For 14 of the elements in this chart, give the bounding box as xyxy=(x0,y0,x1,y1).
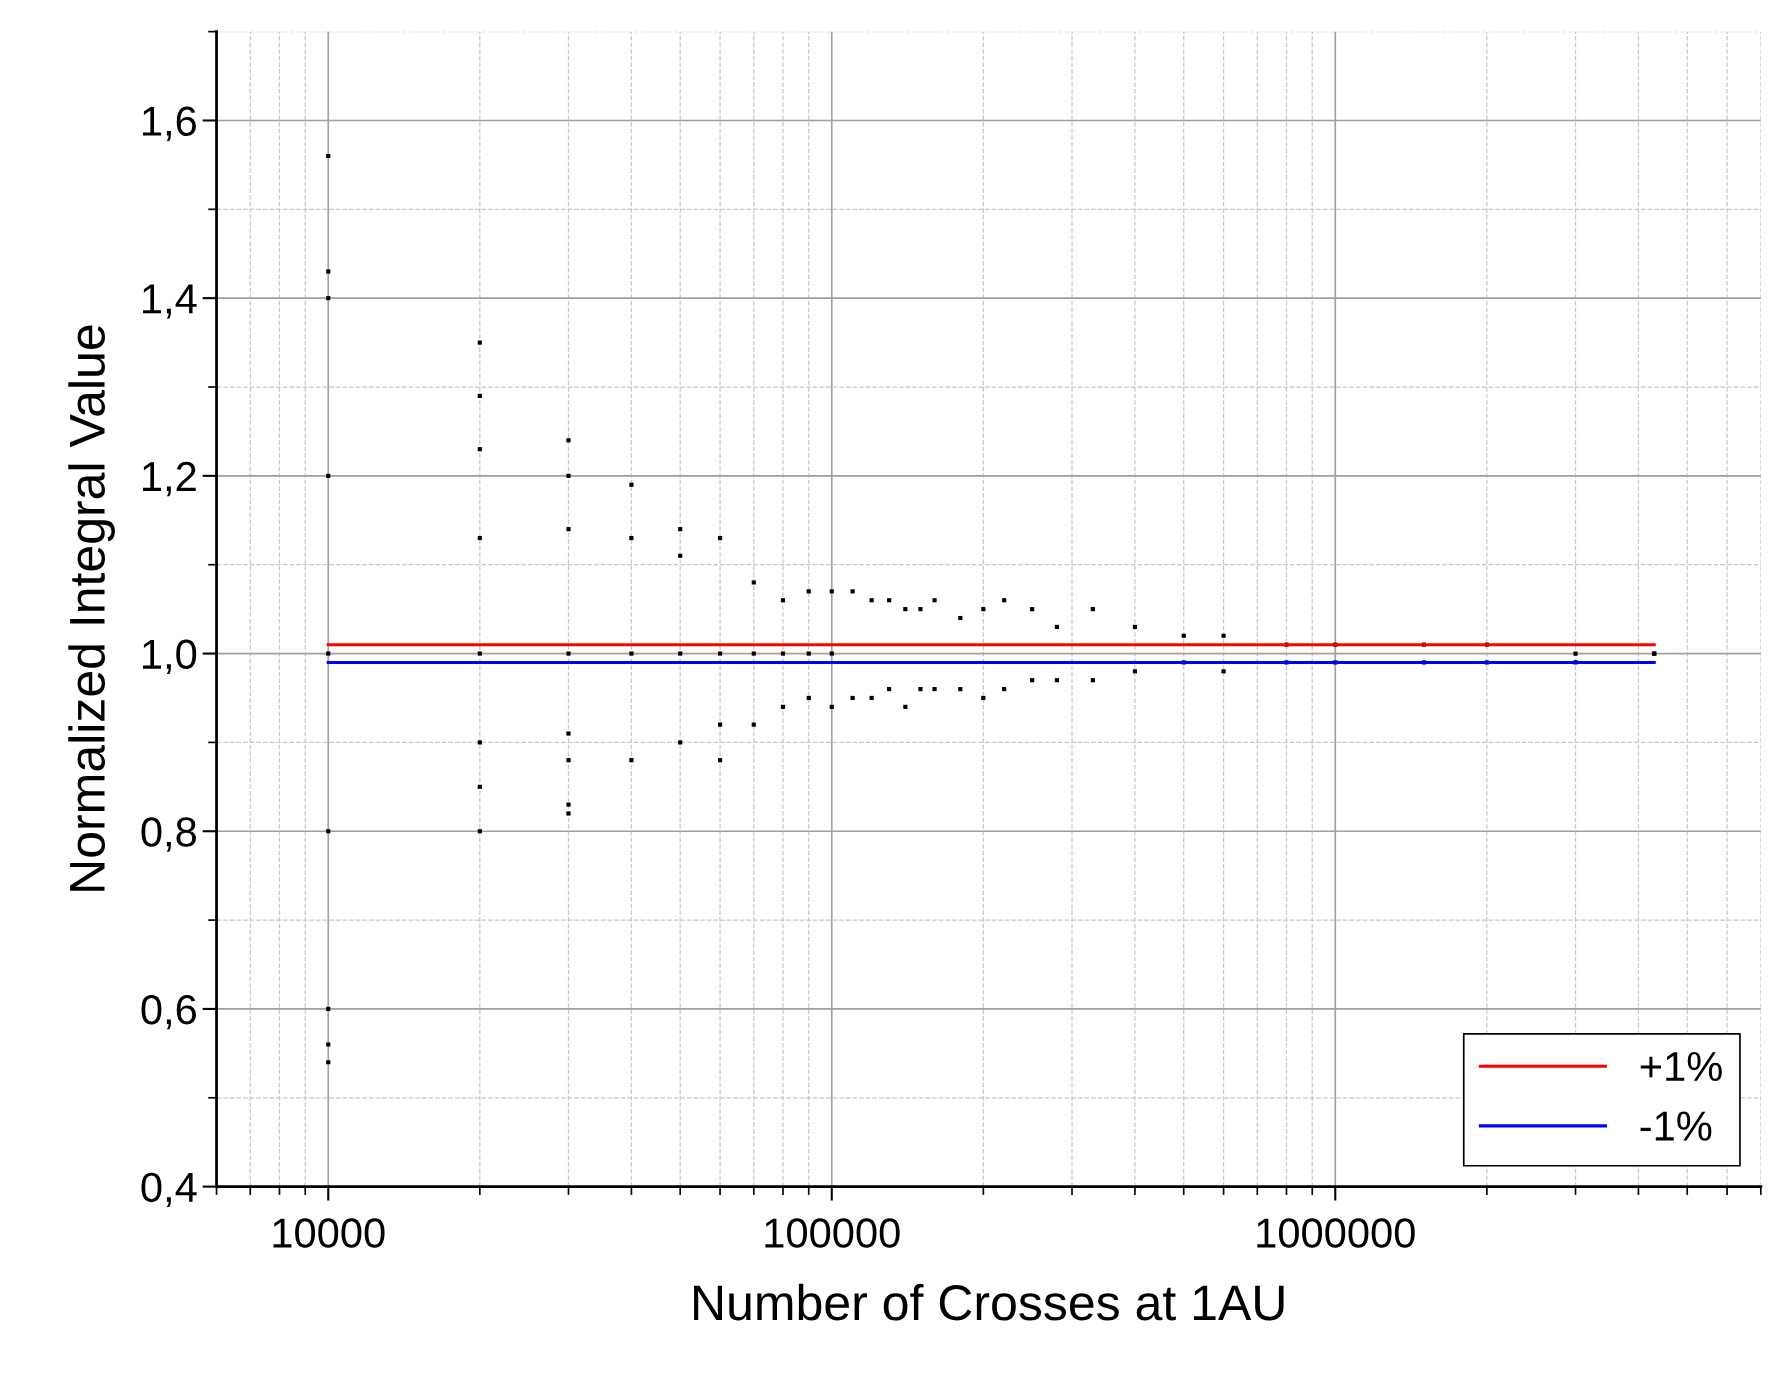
legend-label: +1% xyxy=(1640,1051,1722,1082)
y-tick-label: 1,0 xyxy=(143,639,197,674)
y-axis-title: Normalized Integral Value xyxy=(68,325,115,891)
x-axis-title: Number of Crosses at 1AU xyxy=(694,1283,1284,1321)
y-tick-label: 0,4 xyxy=(141,1172,197,1208)
x-tick-label: 100000 xyxy=(765,1218,900,1248)
y-tick-label: 1,4 xyxy=(143,284,197,319)
y-tick-label: 0,6 xyxy=(141,994,196,1030)
legend-label: -1% xyxy=(1640,1111,1712,1141)
y-tick-label: 0,8 xyxy=(141,817,196,852)
y-tick-label: 1,6 xyxy=(143,106,196,141)
x-tick-label: 10000 xyxy=(273,1218,385,1248)
y-tick-label: 1,2 xyxy=(143,461,196,497)
x-tick-label: 1000000 xyxy=(1257,1218,1415,1248)
